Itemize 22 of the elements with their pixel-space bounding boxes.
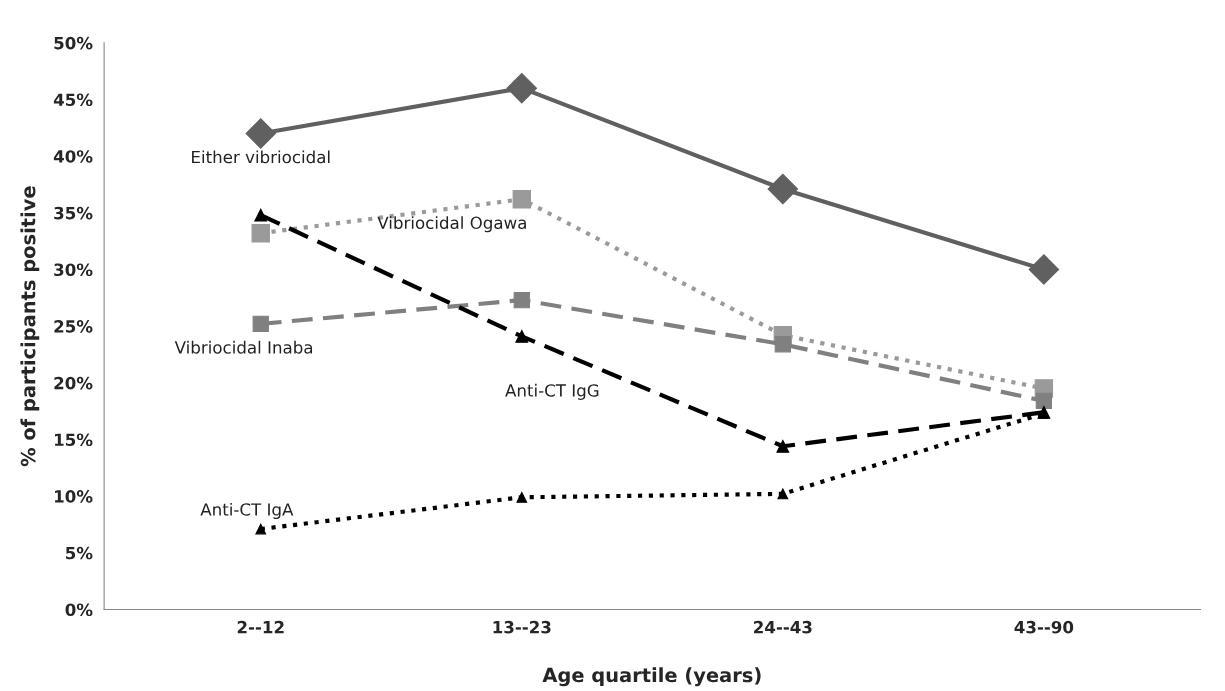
x-axis-title: Age quartile (years) (542, 667, 761, 687)
series-label: Vibriocidal Ogawa (377, 216, 526, 233)
x-tick-label: 13--23 (493, 620, 551, 634)
y-tick-label: 30% (54, 263, 93, 277)
series-label: Anti-CT IgG (505, 383, 599, 400)
y-tick-label: 25% (54, 320, 93, 333)
x-tick-label: 2--12 (237, 620, 284, 634)
y-axis-title: % of participants positive (20, 186, 40, 467)
series-label: Vibriocidal Inaba (174, 340, 313, 354)
series-label: Anti-CT IgA (200, 502, 294, 520)
y-tick-label: 10% (55, 490, 93, 503)
y-tick-label: 40% (53, 150, 93, 163)
y-tick-label: 5% (66, 546, 93, 560)
y-tick-label: 20% (54, 376, 93, 390)
series-label: Either vibriocidal (192, 150, 330, 164)
x-tick-label: 24--43 (754, 620, 812, 634)
y-tick-label: 45% (53, 93, 93, 107)
y-tick-label: 15% (55, 433, 93, 447)
y-tick-label: 0% (65, 603, 93, 617)
y-tick-label: 35% (54, 206, 93, 220)
y-tick-label: 50% (54, 36, 93, 50)
x-tick-label: 43--90 (1014, 620, 1074, 634)
